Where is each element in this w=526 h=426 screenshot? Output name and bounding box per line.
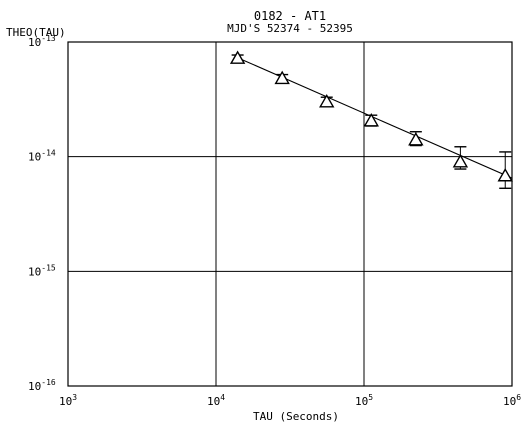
x-tick-label: 104: [207, 393, 225, 408]
grid-lines: [68, 42, 512, 386]
y-axis-label: THEO(TAU): [6, 26, 66, 39]
tick-labels: 103 104 105 106 10-13 10-14 10-15 10-16: [28, 34, 521, 408]
fit-line-group: [237, 57, 513, 179]
y-tick-label: 10-13: [28, 34, 56, 49]
y-tick-label: 10-14: [28, 149, 56, 164]
triangle-marker: [408, 131, 424, 146]
plot-frame: [67, 41, 513, 387]
x-tick-label: 103: [59, 393, 77, 408]
x-tick-label: 105: [355, 393, 373, 408]
triangle-marker: [319, 94, 335, 108]
chart-title: 0182 - AT1: [254, 9, 326, 23]
x-tick-label: 106: [503, 393, 521, 408]
fit-line: [237, 57, 513, 179]
data-points: [229, 50, 513, 189]
triangle-marker: [229, 50, 246, 64]
y-tick-label: 10-15: [28, 263, 56, 278]
y-tick-label: 10-16: [28, 378, 56, 393]
triangle-marker: [274, 70, 290, 85]
triangle-marker: [452, 154, 469, 168]
x-axis-label: TAU (Seconds): [253, 410, 339, 423]
triangle-marker: [363, 113, 379, 127]
triangle-marker: [497, 167, 513, 182]
chart-subtitle: MJD'S 52374 - 52395: [227, 22, 353, 35]
